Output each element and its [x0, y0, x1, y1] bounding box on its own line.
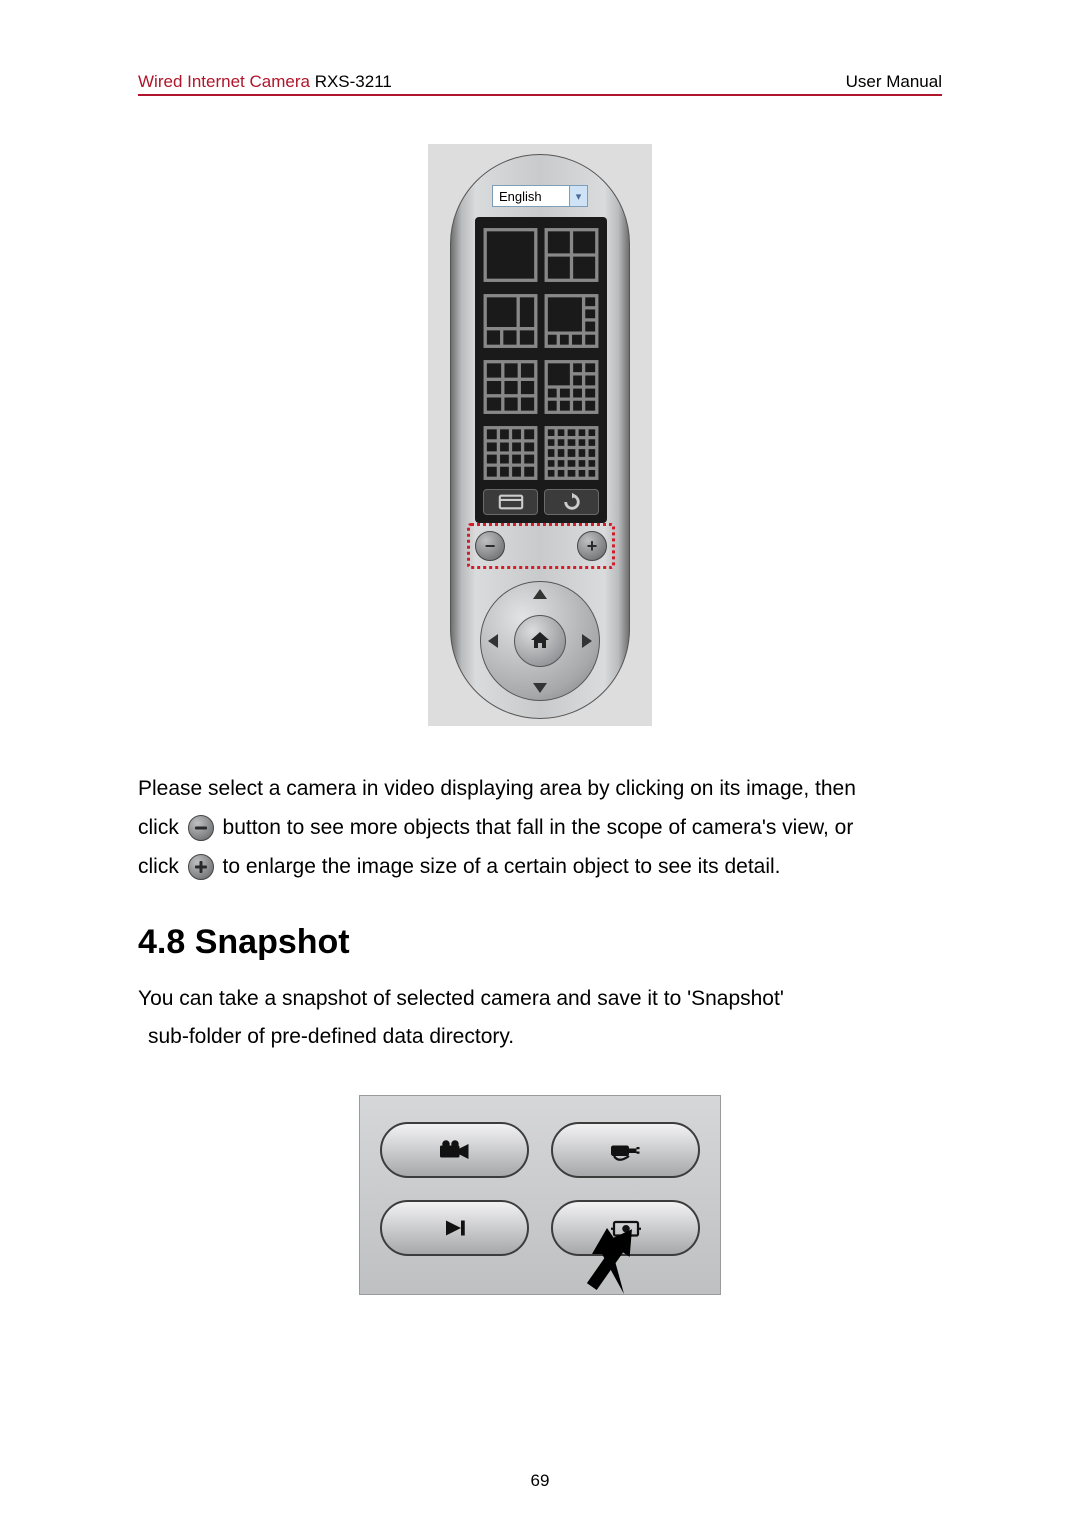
layout-grid-screen	[475, 217, 607, 523]
section-body-1: You can take a snapshot of selected came…	[138, 980, 942, 1019]
play-step-icon	[432, 1213, 478, 1243]
language-select[interactable]: English ▾	[492, 185, 588, 207]
camera-plug-icon	[603, 1135, 649, 1165]
chevron-down-icon: ▾	[569, 186, 587, 206]
remote-body: English ▾	[450, 154, 630, 719]
section-body: You can take a snapshot of selected came…	[138, 980, 942, 1058]
section-heading: 4.8 Snapshot	[138, 923, 942, 962]
page: Wired Internet Camera RXS-3211 User Manu…	[0, 0, 1080, 1527]
dpad-up-icon[interactable]	[533, 589, 547, 599]
dpad-home-button[interactable]	[514, 615, 566, 667]
playback-button[interactable]	[380, 1200, 529, 1256]
product-prefix: Wired Internet Camera	[138, 72, 315, 91]
page-header: Wired Internet Camera RXS-3211 User Manu…	[138, 72, 942, 96]
remote-figure: English ▾	[138, 144, 942, 726]
layout-4x4-icon[interactable]	[483, 423, 538, 483]
layout-2x2-icon[interactable]	[544, 225, 599, 285]
layout-5x5-icon[interactable]	[544, 423, 599, 483]
para-line-2: click button to see more objects that fa…	[138, 809, 942, 848]
button-panel-figure	[138, 1095, 942, 1295]
dpad-left-icon[interactable]	[488, 634, 498, 648]
language-value: English	[493, 189, 569, 204]
dpad-right-icon[interactable]	[582, 634, 592, 648]
page-number: 69	[531, 1471, 550, 1491]
layout-1plus5-icon[interactable]	[483, 291, 538, 351]
zoom-out-inline-icon	[188, 815, 214, 841]
header-product: Wired Internet Camera RXS-3211	[138, 72, 392, 92]
button-panel	[359, 1095, 721, 1295]
section-body-2: sub-folder of pre-defined data directory…	[138, 1018, 942, 1057]
layout-1plus7-icon[interactable]	[544, 291, 599, 351]
home-icon	[528, 629, 552, 653]
header-manual-label: User Manual	[846, 72, 942, 92]
layout-3x3-icon[interactable]	[483, 357, 538, 417]
minus-icon: −	[485, 536, 496, 557]
product-model: RXS-3211	[315, 72, 392, 91]
rotate-button[interactable]	[544, 489, 599, 515]
zoom-out-button[interactable]: −	[475, 531, 505, 561]
layout-1x1-icon[interactable]	[483, 225, 538, 285]
camcorder-icon	[432, 1135, 478, 1165]
para-line-3a: click	[138, 855, 185, 878]
zoom-in-button[interactable]: +	[577, 531, 607, 561]
zoom-controls: − +	[471, 527, 611, 565]
para-line-2b: button to see more objects that fall in …	[223, 816, 854, 839]
camera-settings-button[interactable]	[551, 1122, 700, 1178]
fullscreen-button[interactable]	[483, 489, 538, 515]
para-line-1: Please select a camera in video displayi…	[138, 770, 942, 809]
para-line-2a: click	[138, 816, 185, 839]
zoom-in-inline-icon	[188, 854, 214, 880]
para-line-3b: to enlarge the image size of a certain o…	[223, 855, 781, 878]
plus-icon: +	[587, 536, 598, 557]
remote-frame: English ▾	[428, 144, 652, 726]
body-paragraph: Please select a camera in video displayi…	[138, 770, 942, 887]
record-button[interactable]	[380, 1122, 529, 1178]
dpad-down-icon[interactable]	[533, 683, 547, 693]
layout-1plus12-icon[interactable]	[544, 357, 599, 417]
dpad	[480, 581, 600, 701]
pointer-arrow-icon	[569, 1222, 649, 1302]
para-line-3: click to enlarge the image size of a cer…	[138, 848, 942, 887]
